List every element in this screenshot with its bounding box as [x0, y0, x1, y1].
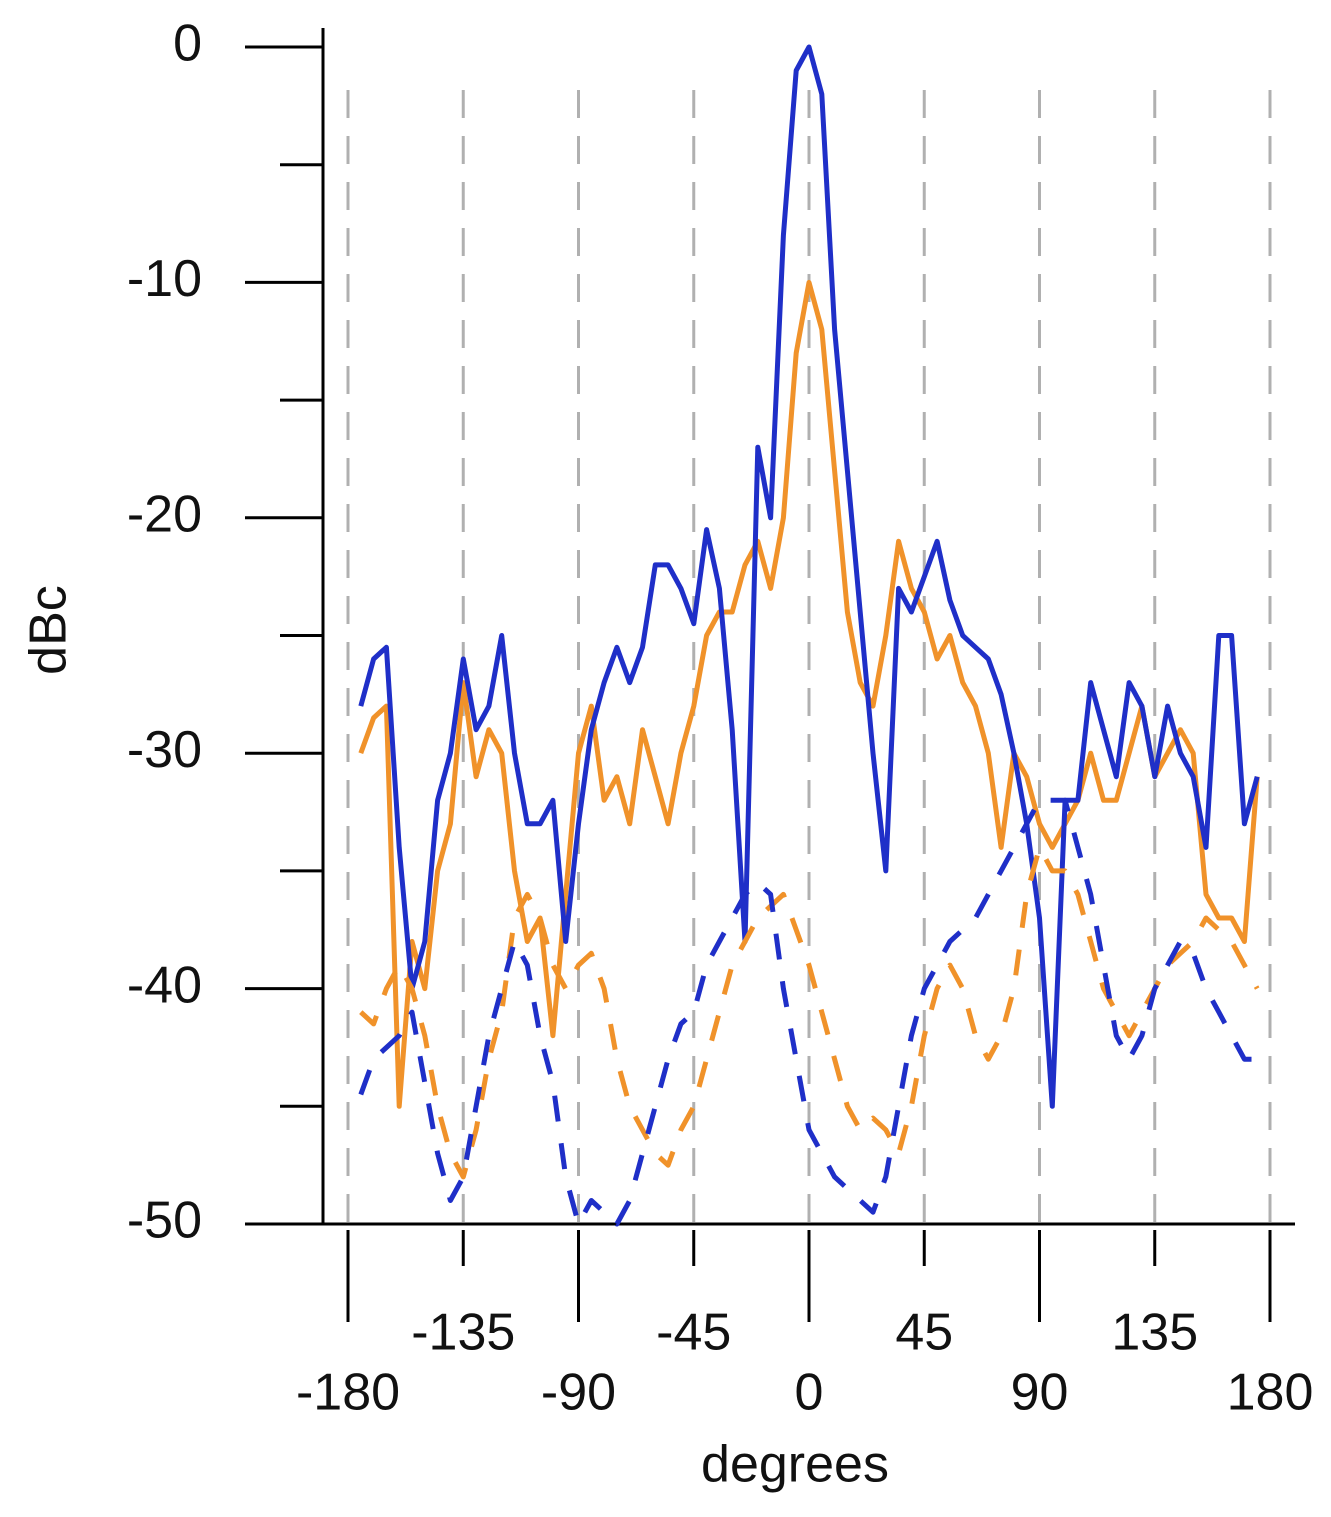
y-tick-label: 0 [173, 15, 202, 73]
series-line [358, 44, 1260, 1109]
x-axis-label: degrees [701, 1436, 889, 1494]
x-tick-label: 45 [895, 1304, 953, 1362]
y-axis-label: dBc [20, 585, 78, 675]
y-tick-label: -50 [127, 1192, 202, 1250]
x-tick-label: -90 [541, 1364, 616, 1422]
y-tick-label: -20 [127, 486, 202, 544]
x-tick-label: 0 [795, 1364, 824, 1422]
x-tick-label: 90 [1011, 1364, 1069, 1422]
series-line [358, 279, 1260, 1109]
x-tick-label: 135 [1111, 1304, 1198, 1362]
x-tick-label: -180 [296, 1364, 400, 1422]
dashed-series-line [358, 797, 1258, 1227]
y-tick-label: -40 [127, 956, 202, 1014]
y-tick-label: -10 [127, 250, 202, 308]
x-tick-label: -45 [656, 1304, 731, 1362]
x-tick-label: 180 [1227, 1364, 1314, 1422]
x-tick-label: -135 [411, 1304, 515, 1362]
y-tick-label: -30 [127, 721, 202, 779]
